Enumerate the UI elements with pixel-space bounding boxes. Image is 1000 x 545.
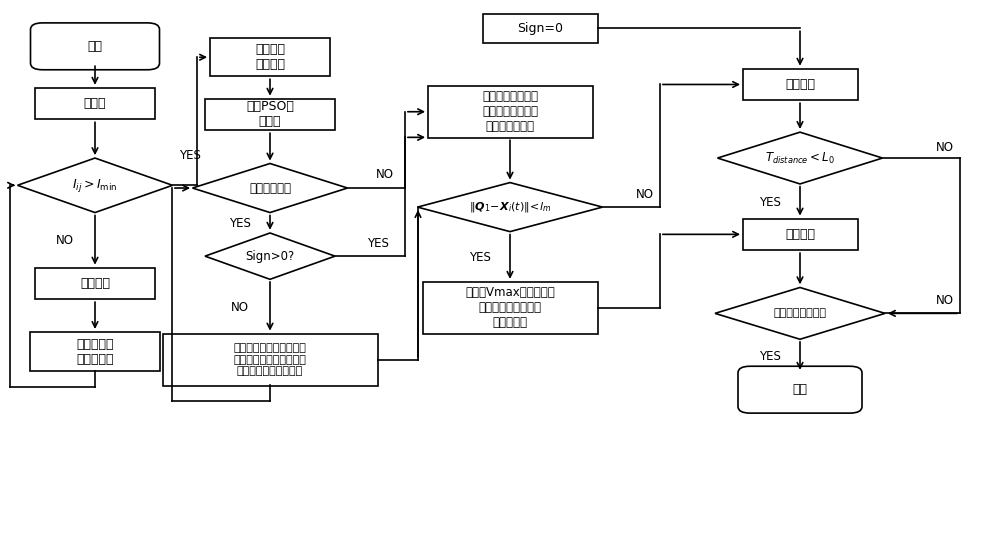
Text: Sign>0?: Sign>0?: [245, 250, 295, 263]
Text: 位置迭代: 位置迭代: [785, 78, 815, 91]
Text: $\|\boldsymbol{Q}_1\!-\!\boldsymbol{X}_i(t)\|\!<\!l_m$: $\|\boldsymbol{Q}_1\!-\!\boldsymbol{X}_i…: [469, 200, 551, 214]
Text: YES: YES: [469, 251, 491, 264]
Text: YES: YES: [367, 237, 389, 250]
Bar: [483, 14, 598, 43]
Text: NO: NO: [636, 188, 654, 201]
Bar: [742, 69, 858, 100]
Text: 简化虚拟受
力计算速度: 简化虚拟受 力计算速度: [76, 337, 114, 366]
Text: 初始化: 初始化: [84, 97, 106, 110]
Polygon shape: [418, 183, 602, 232]
Text: 结束: 结束: [792, 383, 808, 396]
Polygon shape: [205, 233, 335, 280]
Text: 速度取Vmax，方向为最
近两个障碍物连线上
的投影方向: 速度取Vmax，方向为最 近两个障碍物连线上 的投影方向: [465, 287, 555, 329]
FancyBboxPatch shape: [738, 366, 862, 413]
FancyBboxPatch shape: [31, 23, 160, 70]
Polygon shape: [718, 132, 883, 184]
Bar: [30, 332, 160, 371]
Text: 改进PSO计
算速度: 改进PSO计 算速度: [246, 100, 294, 129]
Bar: [35, 88, 155, 119]
Text: 选择角度差与期望速度绝
对值最小的边界点运动，
并记录逆时针或顺指针: 选择角度差与期望速度绝 对值最小的边界点运动， 并记录逆时针或顺指针: [234, 343, 306, 376]
Bar: [163, 334, 378, 386]
Bar: [35, 268, 155, 299]
Text: $I_{ij}>I_{\min}$: $I_{ij}>I_{\min}$: [72, 177, 118, 194]
Polygon shape: [192, 164, 348, 213]
Text: NO: NO: [936, 294, 954, 307]
Text: 是否需要避障: 是否需要避障: [249, 181, 291, 195]
Text: $T_{distance}<L_0$: $T_{distance}<L_0$: [765, 150, 835, 166]
Text: NO: NO: [936, 141, 954, 154]
Text: YES: YES: [179, 149, 201, 162]
Text: Sign=0: Sign=0: [517, 22, 563, 35]
Text: 按照原则，逆时针
或顺时针角度差最
小的边界点运动: 按照原则，逆时针 或顺时针角度差最 小的边界点运动: [482, 90, 538, 133]
Text: YES: YES: [759, 196, 781, 209]
Bar: [428, 86, 592, 138]
Text: 漫游搜索: 漫游搜索: [80, 277, 110, 290]
Text: NO: NO: [56, 234, 74, 247]
Bar: [422, 282, 598, 334]
Text: YES: YES: [229, 217, 251, 230]
Text: 开始: 开始: [88, 40, 103, 53]
Text: NO: NO: [376, 168, 394, 181]
Text: YES: YES: [759, 350, 781, 364]
Polygon shape: [18, 158, 173, 213]
Text: 分配子任
务、结盟: 分配子任 务、结盟: [255, 43, 285, 71]
Text: NO: NO: [231, 301, 249, 314]
Text: 声明状态: 声明状态: [785, 228, 815, 241]
Bar: [742, 219, 858, 250]
Bar: [205, 99, 335, 130]
Text: 所有目标被搜索到: 所有目标被搜索到: [774, 308, 826, 318]
Polygon shape: [715, 288, 885, 339]
Bar: [210, 38, 330, 76]
